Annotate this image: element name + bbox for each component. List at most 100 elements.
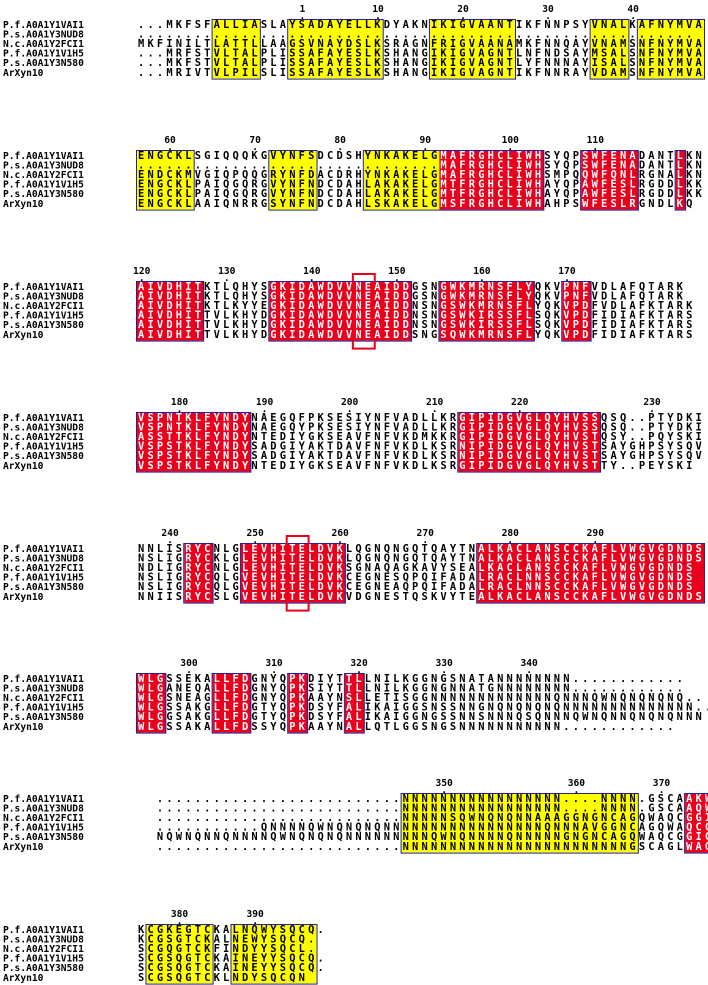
similar-column	[297, 20, 308, 79]
ruler-dot: .	[177, 916, 183, 927]
identical-column	[269, 544, 280, 603]
similar-column	[335, 20, 346, 79]
identical-column	[581, 151, 591, 210]
identical-column	[505, 544, 516, 603]
similar-column	[231, 20, 242, 79]
ruler-number: 120	[133, 266, 151, 277]
sequence-name: P.f.A0A1Y1V1H5	[3, 49, 84, 60]
conservation-box	[457, 412, 602, 473]
similar-column	[439, 20, 450, 79]
sequence-name: P.s.A0A1Y3N580	[3, 712, 84, 723]
sequence-name: N.c.A0A1Y2FCI1	[3, 170, 84, 181]
identical-column	[439, 151, 450, 210]
identical-column	[581, 544, 591, 603]
similar-column	[420, 151, 431, 210]
identical-column	[590, 413, 601, 472]
similar-column	[562, 794, 573, 853]
identical-column	[666, 544, 677, 603]
similar-column	[666, 20, 677, 79]
similar-column	[174, 925, 185, 984]
identical-column	[675, 544, 686, 603]
conservation-box	[145, 924, 214, 985]
conservation-box	[438, 281, 535, 342]
conservation-box	[287, 673, 309, 734]
identical-column	[694, 544, 705, 603]
similar-column	[486, 20, 497, 79]
conservation-box	[230, 924, 318, 985]
identical-column	[562, 282, 573, 341]
identical-column	[675, 151, 686, 210]
catalytic-residue-box	[285, 535, 310, 612]
ruler-number: 1	[299, 4, 305, 15]
identical-column	[297, 282, 308, 341]
sequence-name: P.f.A0A1Y1VAI1	[3, 20, 84, 31]
sequence-name: P.s.A0A1Y3N580	[3, 451, 84, 462]
identical-column	[307, 282, 317, 341]
identical-column	[297, 544, 308, 603]
identical-column	[524, 282, 535, 341]
ruler-dot: .	[441, 665, 447, 676]
ruler-number: 40	[627, 4, 639, 15]
sequence-name: ArXyn10	[3, 722, 44, 733]
identical-column	[231, 413, 242, 472]
identical-column	[571, 413, 582, 472]
conservation-box	[428, 19, 517, 80]
similar-column	[458, 20, 469, 79]
sequence-name: P.f.A0A1Y1V1H5	[3, 573, 84, 584]
sequence-name: P.f.A0A1Y1VAI1	[3, 282, 84, 293]
identical-column	[278, 282, 289, 341]
ruler-dot: .	[441, 785, 447, 796]
similar-column	[373, 151, 384, 210]
identical-column	[240, 674, 251, 733]
sequence-name: ArXyn10	[3, 592, 44, 603]
sequence-name: N.c.A0A1Y2FCI1	[3, 813, 84, 824]
identical-column	[515, 282, 525, 341]
ruler-dot: .	[252, 142, 258, 153]
identical-column	[581, 282, 591, 341]
similar-column	[240, 20, 251, 79]
sequence-name: P.s.A0A1Y3N580	[3, 832, 84, 843]
similar-column	[571, 794, 582, 853]
ruler-dot: .	[592, 535, 598, 546]
conservation-box	[211, 673, 252, 734]
similar-column	[278, 925, 289, 984]
similar-column	[297, 925, 308, 984]
conservation-box	[674, 150, 687, 211]
ruler-dot: .	[252, 535, 258, 546]
similar-column	[647, 20, 658, 79]
identical-column	[477, 544, 488, 603]
similar-column	[250, 925, 261, 984]
identical-column	[533, 544, 544, 603]
similar-column	[439, 794, 450, 853]
sequence-name: P.s.A0A1Y3NUD8	[3, 553, 84, 564]
similar-column	[240, 925, 251, 984]
identical-column	[515, 544, 525, 603]
identical-column	[581, 413, 591, 472]
identical-column	[212, 674, 223, 733]
sequence-name: P.f.A0A1Y1VAI1	[3, 151, 84, 162]
ruler-number: 230	[643, 397, 661, 408]
similar-column	[155, 151, 166, 210]
ruler-number: 330	[435, 658, 453, 669]
conservation-box	[343, 673, 365, 734]
ruler-number: 170	[558, 266, 576, 277]
identical-column	[505, 413, 516, 472]
sequence-name: P.s.A0A1Y3NUD8	[3, 160, 84, 171]
ruler-dot: .	[545, 11, 551, 22]
ruler-number: 310	[265, 658, 283, 669]
identical-column	[448, 282, 459, 341]
identical-column	[628, 151, 639, 210]
